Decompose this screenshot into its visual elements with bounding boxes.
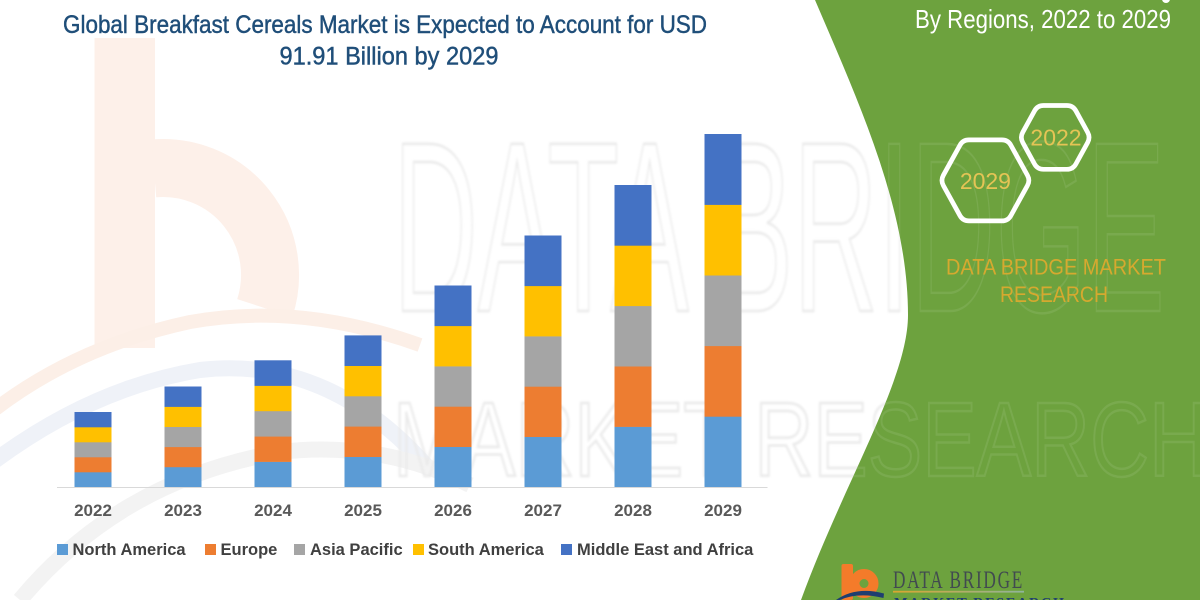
- svg-text:2028: 2028: [614, 501, 652, 520]
- svg-text:Global Breakfast Cereals Marke: Global Breakfast Cereals Market is Expec…: [63, 11, 707, 39]
- svg-text:2029: 2029: [704, 501, 742, 520]
- svg-text:2023: 2023: [164, 501, 202, 520]
- svg-text:2022: 2022: [1030, 125, 1081, 151]
- svg-text:DATA BRIDGE MARKET: DATA BRIDGE MARKET: [946, 255, 1166, 280]
- svg-text:2027: 2027: [524, 501, 562, 520]
- svg-text:2026: 2026: [434, 501, 472, 520]
- svg-text:MARKET RESEARCH: MARKET RESEARCH: [894, 596, 1066, 600]
- svg-text:2024: 2024: [254, 501, 292, 520]
- svg-text:North America: North America: [73, 541, 187, 559]
- svg-text:Asia Pacific: Asia Pacific: [310, 541, 403, 559]
- svg-text:Europe: Europe: [221, 541, 278, 559]
- svg-text:RESEARCH: RESEARCH: [1000, 282, 1108, 307]
- svg-text:2025: 2025: [344, 501, 382, 520]
- svg-text:91.91 Billion by 2029: 91.91 Billion by 2029: [280, 43, 499, 71]
- svg-text:2029: 2029: [960, 168, 1011, 194]
- svg-text:2022: 2022: [74, 501, 112, 520]
- svg-text:By Regions, 2022 to 2029: By Regions, 2022 to 2029: [915, 4, 1171, 34]
- svg-text:Middle East and Africa: Middle East and Africa: [577, 541, 754, 559]
- svg-text:South America: South America: [428, 541, 545, 559]
- svg-text:DATA BRIDGE: DATA BRIDGE: [893, 567, 1024, 594]
